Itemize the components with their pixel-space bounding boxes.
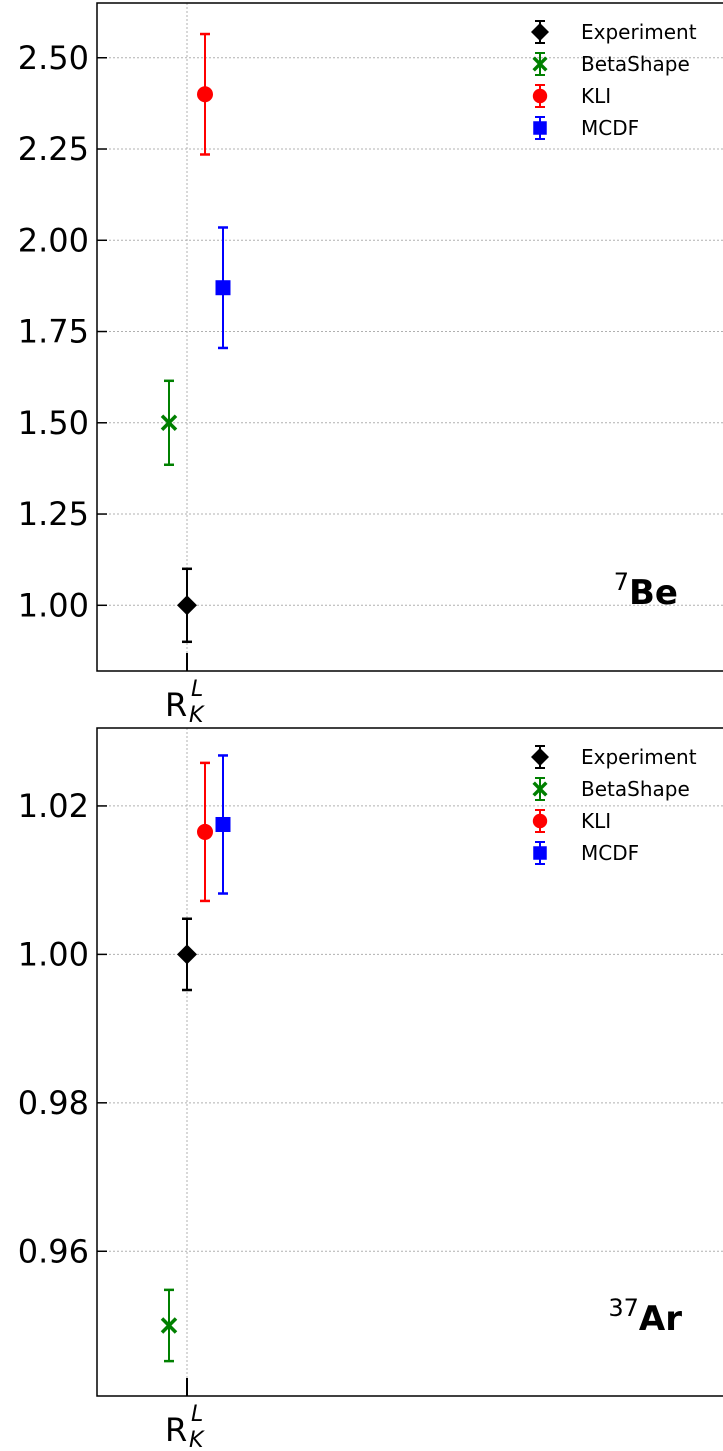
y-tick-label: 1.25 [18,495,89,533]
x-tick-label-sub: K [189,1428,205,1451]
point-betashape [160,1317,178,1334]
point-experiment [177,944,197,965]
legend: Experiment BetaShape KLI MCDF [531,20,697,140]
y-tick-label: 2.50 [18,39,89,77]
y-tick-label: 1.00 [18,935,89,973]
chart-panel-1: 0.96 0.98 1.00 1.02 R KL Experiment BetaShape KL… [18,727,723,1451]
x-tick-label: R [165,1411,187,1449]
y-tick-label: 2.00 [18,221,89,259]
point-mcdf [215,280,231,296]
legend-marker-mcdf [533,846,547,860]
x-tick-label-sub: K [189,703,205,728]
legend-label-mcdf: MCDF [581,841,639,865]
legend-label-kli: KLI [581,84,611,108]
legend-marker-kli [532,88,548,104]
y-tick-label: 1.00 [18,586,89,624]
y-tick-label: 0.96 [18,1232,89,1270]
point-kli [197,86,213,103]
isotope-label: 37Ar [608,1294,682,1339]
legend-marker-betashape [532,56,548,72]
plot-frame [96,727,723,1397]
y-tick-label: 2.25 [18,130,89,168]
x-tick-label: R [165,686,187,724]
point-betashape [160,414,178,432]
legend: Experiment BetaShape KLI MCDF [531,745,697,865]
legend-label-kli: KLI [581,809,611,833]
y-tick-label: 1.02 [18,787,89,825]
chart-panel-0: 1.00 1.25 1.50 1.75 2.00 2.25 2.50 R KL Experimen… [18,2,723,728]
y-tick-label: 1.75 [18,313,89,351]
legend-label-betashape: BetaShape [581,52,690,76]
legend-label-betashape: BetaShape [581,777,690,801]
y-tick-label: 1.50 [18,404,89,442]
legend-label-experiment: Experiment [581,20,697,44]
x-tick-label-sup: L [191,677,203,702]
legend-marker-experiment [531,23,549,41]
point-experiment [177,595,197,616]
plot-frame [96,2,723,672]
isotope-label: 7Be [614,568,678,613]
legend-label-experiment: Experiment [581,745,697,769]
legend-marker-mcdf [533,121,547,135]
point-mcdf [215,816,231,832]
point-kli [197,823,213,840]
legend-label-mcdf: MCDF [581,116,639,140]
x-tick-label-sup: L [191,1402,203,1427]
legend-marker-experiment [531,748,549,766]
y-tick-label: 0.98 [18,1084,89,1122]
legend-marker-kli [532,813,548,829]
legend-marker-betashape [532,781,548,797]
